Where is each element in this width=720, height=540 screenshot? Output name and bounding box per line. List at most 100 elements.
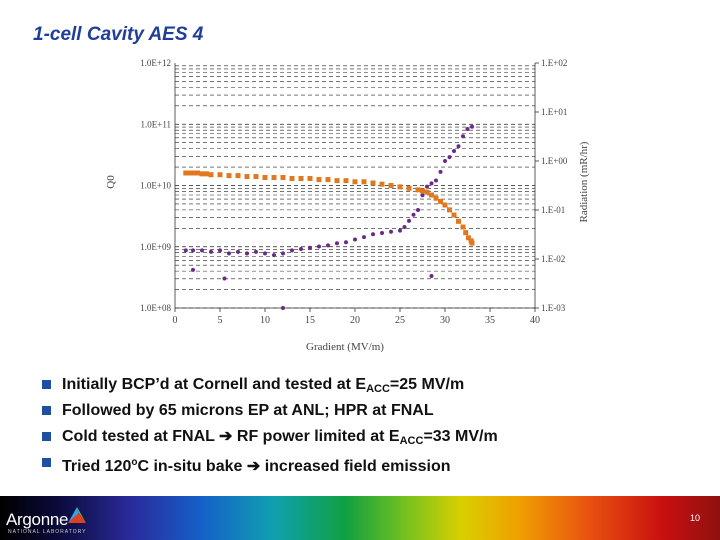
q0-point [190, 170, 196, 176]
q0-point [244, 174, 250, 180]
radiation-point [272, 253, 276, 258]
bullet-subscript: ACC [366, 383, 390, 395]
bullet-item: Followed by 65 microns EP at ANL; HPR at… [42, 400, 498, 426]
chart-axes [174, 63, 536, 309]
radiation-point [443, 159, 447, 163]
q0-point [424, 189, 430, 195]
radiation-point [344, 240, 348, 245]
argonne-logo-icon [68, 507, 86, 523]
bullet-text: Followed by 65 microns EP at ANL; HPR at… [62, 402, 434, 419]
radiation-point [416, 208, 420, 212]
right-arrow-icon: ➔ [219, 428, 233, 445]
radiation-point [470, 124, 474, 129]
y-right-tick-label: 1.E-03 [541, 303, 566, 313]
x-tick-label: 10 [260, 315, 270, 326]
radiation-point [191, 248, 195, 253]
radiation-point [371, 232, 375, 237]
square-bullet-icon [42, 406, 51, 415]
q0-point [343, 178, 349, 184]
y-right-tick-label: 1.E-01 [541, 205, 565, 215]
argonne-logo-text: Argonne [6, 510, 69, 529]
q0-point [195, 170, 200, 176]
y-right-tick-label: 1.E+02 [541, 58, 567, 68]
bullet-text-mid: RF power limited at E [232, 428, 400, 445]
radiation-point [254, 249, 258, 254]
q0-point [451, 212, 457, 218]
x-tick-label: 25 [395, 315, 405, 326]
footer-bar: Argonne NATIONAL LABORATORY 10 [0, 496, 720, 540]
chart-marks [183, 124, 475, 310]
q0-point [186, 170, 192, 176]
radiation-point [447, 155, 452, 160]
q0-point [334, 178, 340, 184]
q0-point [433, 195, 439, 201]
q0-point [442, 202, 448, 208]
radiation-point [434, 178, 438, 183]
y-right-tick-label: 1.E+01 [541, 107, 567, 117]
q0-point [352, 179, 358, 185]
y-axis-label-right: Radiation (mR/hr) [578, 141, 590, 222]
q0-point [370, 180, 376, 186]
bullet-item: Initially BCP’d at Cornell and tested at… [42, 374, 498, 400]
q0-point [199, 171, 205, 177]
q0-point [235, 173, 241, 179]
q0-point [183, 170, 189, 176]
x-tick-label: 15 [305, 315, 315, 326]
radiation-point [407, 218, 411, 223]
bullet-text-mid: C in-situ bake [137, 458, 247, 475]
radiation-point [362, 235, 366, 240]
chart-ticks: 0 5 10 15 20 25 30 35 40 1.0E+08 1.0E+09 1.0E+10 1.0… [140, 58, 568, 326]
q0-point [271, 175, 277, 181]
q0-point [217, 172, 223, 178]
q0-point [406, 185, 412, 191]
bullet-item: Tried 120oC in-situ bake ➔ increased fie… [42, 452, 498, 478]
radiation-point [380, 230, 384, 235]
q0-point [253, 174, 259, 180]
q0-point [447, 207, 452, 213]
radiation-point [317, 244, 321, 249]
radiation-point [429, 181, 434, 186]
y-right-tick-label: 1.E+00 [541, 156, 568, 166]
bullet-superscript: o [131, 457, 138, 468]
bullet-text-prefix: Tried 120 [62, 458, 132, 475]
page-number: 10 [690, 513, 701, 523]
radiation-point [335, 241, 339, 246]
square-bullet-icon [42, 458, 51, 467]
x-tick-label: 0 [173, 315, 178, 326]
bullet-subscript: ACC [399, 435, 424, 447]
slide-title: 1-cell Cavity AES 4 [33, 24, 204, 45]
x-tick-label: 20 [350, 315, 360, 326]
radiation-point [398, 228, 402, 233]
y-left-tick-label: 1.0E+12 [140, 58, 171, 68]
q0-point [456, 218, 461, 224]
radiation-point [429, 273, 434, 278]
x-tick-label: 40 [530, 315, 540, 326]
bullet-text-suffix: increased field emission [260, 458, 451, 475]
q0-point [379, 181, 385, 187]
radiation-point [389, 229, 393, 234]
argonne-logo-subtitle: NATIONAL LABORATORY [8, 529, 87, 535]
radiation-point [281, 306, 285, 310]
radiation-point [402, 224, 407, 229]
radiation-point [461, 134, 465, 139]
radiation-point [290, 248, 294, 253]
y-left-tick-label: 1.0E+09 [140, 242, 171, 252]
radiation-point [465, 126, 470, 131]
q0-point [204, 171, 209, 177]
bullet-item: Cold tested at FNAL ➔ RF power limited a… [42, 426, 498, 452]
bullet-list: Initially BCP’d at Cornell and tested at… [42, 374, 498, 478]
q0-point [465, 235, 471, 241]
x-axis-label: Gradient (MV/m) [306, 341, 384, 353]
q0-point [226, 173, 232, 179]
radiation-point [326, 243, 330, 248]
y-axis-label-left: Q0 [105, 175, 117, 189]
y-left-tick-label: 1.0E+10 [140, 181, 171, 191]
x-tick-label: 35 [485, 315, 495, 326]
right-arrow-icon: ➔ [246, 458, 261, 475]
q0-point [307, 176, 313, 182]
x-tick-label: 5 [218, 315, 223, 326]
q0-point [397, 184, 403, 190]
q0-point [325, 177, 331, 183]
radiation-point [438, 169, 443, 174]
q0-point [361, 179, 367, 185]
